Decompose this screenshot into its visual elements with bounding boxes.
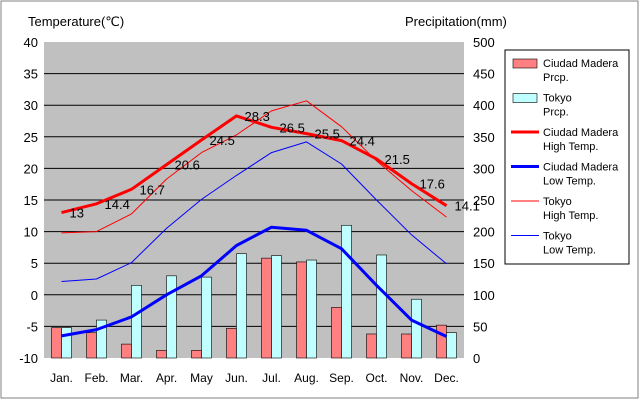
y-right-tick-300: 300 bbox=[473, 161, 495, 176]
line-tokyo-low-temp bbox=[61, 141, 447, 282]
bar-tokyo-prcp-8 bbox=[341, 224, 352, 359]
data-label-5: 28.3 bbox=[245, 109, 270, 124]
y-right-tick-350: 350 bbox=[473, 130, 495, 145]
legend-label-ciudad-madera-low-temp-0: Ciudad Madera bbox=[543, 162, 619, 174]
bar-tokyo-prcp-1 bbox=[96, 319, 107, 359]
x-tick-10: Nov. bbox=[400, 371, 424, 385]
bar-tokyo-prcp-7 bbox=[306, 259, 317, 359]
x-tick-4: May bbox=[190, 371, 213, 385]
y-right-tick-50: 50 bbox=[473, 319, 487, 334]
legend-label-tokyo-low-temp-0: Tokyo bbox=[543, 231, 572, 243]
bar-tokyo-prcp-2 bbox=[131, 285, 142, 359]
bar-ciudad-madera-prcp-10 bbox=[401, 333, 412, 359]
bar-tokyo-prcp-10 bbox=[411, 298, 422, 359]
data-label-8: 24.4 bbox=[350, 134, 375, 149]
x-tick-7: Aug. bbox=[294, 371, 319, 385]
y-left-tick--5: -5 bbox=[26, 319, 38, 334]
legend-label-ciudad-madera-prcp-0: Ciudad Madera bbox=[543, 58, 619, 70]
x-tick-2: Mar. bbox=[120, 371, 143, 385]
y-left-tick--10: -10 bbox=[19, 351, 38, 366]
bar-tokyo-prcp-5 bbox=[236, 253, 247, 359]
y-right-axis-title: Precipitation(mm) bbox=[405, 14, 507, 29]
bar-ciudad-madera-prcp-5 bbox=[226, 327, 237, 359]
x-tick-0: Jan. bbox=[50, 371, 73, 385]
y-right-tick-450: 450 bbox=[473, 67, 495, 82]
bar-ciudad-madera-prcp-3 bbox=[156, 350, 167, 359]
line-ciudad-madera-low-temp bbox=[61, 225, 448, 338]
legend-label-ciudad-madera-high-temp-1: High Temp. bbox=[543, 141, 598, 153]
bar-ciudad-madera-prcp-1 bbox=[86, 332, 97, 359]
bar-tokyo-prcp-6 bbox=[271, 255, 282, 359]
legend-label-ciudad-madera-prcp-1: Prcp. bbox=[543, 72, 569, 84]
bar-ciudad-madera-prcp-11 bbox=[436, 324, 447, 359]
y-left-tick-15: 15 bbox=[24, 193, 38, 208]
y-right-tick-0: 0 bbox=[473, 351, 480, 366]
x-tick-5: Jun. bbox=[225, 371, 248, 385]
data-label-3: 20.6 bbox=[175, 158, 200, 173]
y-left-tick-35: 35 bbox=[24, 67, 38, 82]
y-right-tick-500: 500 bbox=[473, 35, 495, 50]
y-right-tick-250: 250 bbox=[473, 193, 495, 208]
x-tick-3: Apr. bbox=[156, 371, 177, 385]
y-right-tick-150: 150 bbox=[473, 256, 495, 271]
bar-ciudad-madera-prcp-9 bbox=[366, 333, 377, 359]
legend-swatch-tokyo-prcp bbox=[512, 93, 538, 103]
y-left-axis-title: Temperature(℃) bbox=[28, 14, 124, 29]
legend-label-tokyo-prcp-0: Tokyo bbox=[543, 93, 572, 105]
legend-label-tokyo-low-temp-1: Low Temp. bbox=[543, 245, 596, 257]
bar-ciudad-madera-prcp-8 bbox=[331, 307, 342, 359]
x-tick-11: Dec. bbox=[434, 371, 459, 385]
data-label-2: 16.7 bbox=[140, 182, 165, 197]
bar-ciudad-madera-prcp-2 bbox=[121, 343, 132, 359]
data-label-9: 21.5 bbox=[385, 152, 410, 167]
y-right-tick-200: 200 bbox=[473, 225, 495, 240]
legend-label-tokyo-high-temp-0: Tokyo bbox=[543, 196, 572, 208]
y-left-tick-30: 30 bbox=[24, 98, 38, 113]
bar-ciudad-madera-prcp-4 bbox=[191, 350, 202, 359]
data-label-4: 24.5 bbox=[210, 133, 235, 148]
bar-tokyo-prcp-0 bbox=[61, 327, 72, 359]
bar-tokyo-prcp-4 bbox=[201, 276, 212, 359]
legend-box bbox=[504, 49, 630, 265]
legend-swatch-ciudad-madera-prcp bbox=[512, 58, 538, 69]
data-label-10: 17.6 bbox=[420, 177, 445, 192]
y-left-tick-25: 25 bbox=[24, 130, 38, 145]
x-tick-1: Feb. bbox=[84, 371, 108, 385]
y-left-tick-0: 0 bbox=[31, 288, 38, 303]
bar-ciudad-madera-prcp-6 bbox=[261, 257, 272, 359]
y-left-tick-5: 5 bbox=[31, 256, 38, 271]
data-label-1: 14.4 bbox=[105, 197, 130, 212]
y-left-tick-40: 40 bbox=[24, 35, 38, 50]
x-tick-8: Sep. bbox=[329, 371, 354, 385]
data-label-11: 14.1 bbox=[455, 199, 480, 214]
bar-tokyo-prcp-3 bbox=[166, 275, 177, 359]
bar-tokyo-prcp-11 bbox=[446, 332, 457, 359]
y-right-tick-400: 400 bbox=[473, 98, 495, 113]
y-right-tick-100: 100 bbox=[473, 288, 495, 303]
bar-tokyo-prcp-9 bbox=[376, 254, 387, 359]
x-tick-9: Oct. bbox=[365, 371, 387, 385]
data-label-7: 25.5 bbox=[315, 127, 340, 142]
line-ciudad-madera-high-temp bbox=[61, 114, 448, 215]
legend-label-tokyo-high-temp-1: High Temp. bbox=[543, 210, 598, 222]
y-left-tick-20: 20 bbox=[24, 161, 38, 176]
y-left-tick-10: 10 bbox=[24, 225, 38, 240]
legend-label-tokyo-prcp-1: Prcp. bbox=[543, 107, 569, 119]
legend-label-ciudad-madera-low-temp-1: Low Temp. bbox=[543, 176, 596, 188]
data-label-0: 13 bbox=[70, 206, 84, 221]
legend-label-ciudad-madera-high-temp-0: Ciudad Madera bbox=[543, 127, 619, 139]
data-label-6: 26.5 bbox=[280, 120, 305, 135]
x-tick-6: Jul. bbox=[262, 371, 281, 385]
bar-ciudad-madera-prcp-0 bbox=[51, 327, 62, 359]
bar-ciudad-madera-prcp-7 bbox=[296, 261, 307, 359]
